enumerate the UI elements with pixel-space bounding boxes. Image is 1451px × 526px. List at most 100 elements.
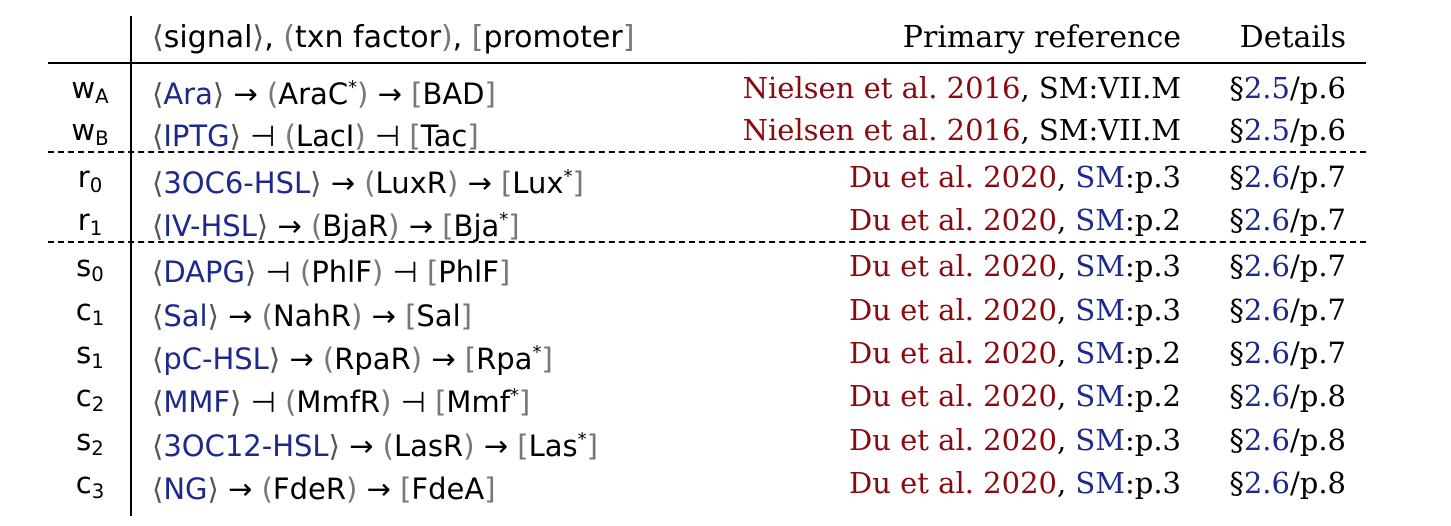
signal-link[interactable]: IV-HSL <box>163 208 257 243</box>
section-link[interactable]: 2.5 <box>1243 113 1290 147</box>
supplement-link[interactable]: SM <box>1075 466 1125 500</box>
promoter: Las <box>528 428 578 463</box>
table-row: c3 ⟨NG⟩ → (FdeR) → [FdeA] Du et al. 2020, … <box>0 461 1451 506</box>
signal-link[interactable]: Sal <box>163 298 208 333</box>
header-reference: Primary reference <box>902 20 1181 55</box>
supplement-link[interactable]: SM <box>1075 336 1125 370</box>
promoter: BAD <box>422 76 485 111</box>
details-cell: §2.6/p.7 <box>1229 198 1346 242</box>
reference-link[interactable]: Nielsen et al. 2016 <box>742 113 1021 147</box>
details-cell: §2.5/p.6 <box>1229 66 1346 110</box>
circuit-expression: ⟨IV-HSL⟩ → (BjaR) → [Bja*] <box>152 208 520 243</box>
section-link[interactable]: 2.5 <box>1243 71 1290 105</box>
header-signal: signal <box>163 20 253 55</box>
details-cell: §2.6/p.7 <box>1229 331 1346 375</box>
regulation-arrow: → <box>371 298 396 333</box>
section-link[interactable]: 2.6 <box>1243 203 1290 237</box>
reference-link[interactable]: Du et al. 2020 <box>849 293 1057 327</box>
promoter: Lux <box>512 165 564 200</box>
signal-link[interactable]: pC-HSL <box>163 341 269 376</box>
primary-reference: Nielsen et al. 2016, SM:VII.M <box>742 113 1181 147</box>
header-details: Details <box>1239 20 1346 55</box>
regulation-arrow: → <box>330 165 355 200</box>
row-label: wA <box>71 71 109 108</box>
header-promoter: promoter <box>483 20 623 55</box>
section-symbol: § <box>1229 203 1244 237</box>
supplement-page: :p.3 <box>1124 293 1181 327</box>
section-symbol: § <box>1229 423 1244 457</box>
regulation-arrow: → <box>377 76 402 111</box>
promoter: PhlF <box>438 254 499 289</box>
regulation-arrow: → <box>277 208 302 243</box>
promoter: FdeA <box>411 471 485 506</box>
signal-link[interactable]: NG <box>163 471 208 506</box>
section-symbol: § <box>1229 71 1244 105</box>
reference-link[interactable]: Du et al. 2020 <box>849 249 1057 283</box>
details-cell: §2.6/p.7 <box>1229 244 1346 288</box>
reference-link[interactable]: Du et al. 2020 <box>849 379 1057 413</box>
details-page: /p.7 <box>1289 249 1346 283</box>
row-label: s1 <box>76 336 104 373</box>
reference-link[interactable]: Du et al. 2020 <box>849 423 1057 457</box>
regulation-arrow: → <box>366 471 391 506</box>
signal-link[interactable]: Ara <box>163 76 213 111</box>
signal-link[interactable]: 3OC12-HSL <box>163 428 329 463</box>
section-symbol: § <box>1229 466 1244 500</box>
circuit-expression: ⟨NG⟩ → (FdeR) → [FdeA] <box>152 471 496 506</box>
promoter: Bja <box>453 208 500 243</box>
table-row: r1 ⟨IV-HSL⟩ → (BjaR) → [Bja*] Du et al. 20… <box>0 198 1451 243</box>
txn-factor: BjaR <box>322 208 389 243</box>
section-link[interactable]: 2.6 <box>1243 379 1290 413</box>
reference-link[interactable]: Du et al. 2020 <box>849 466 1057 500</box>
txn-factor: MmfR <box>296 384 381 419</box>
signal-link[interactable]: IPTG <box>163 118 230 153</box>
details-cell: §2.6/p.7 <box>1229 288 1346 332</box>
signal-link[interactable]: DAPG <box>163 254 245 289</box>
supplement-link[interactable]: SM <box>1075 293 1125 327</box>
table-row: s1 ⟨pC-HSL⟩ → (RpaR) → [Rpa*] Du et al. 20… <box>0 331 1451 376</box>
regulation-arrow: → <box>431 341 456 376</box>
circuit-expression: ⟨Ara⟩ → (AraC*) → [BAD] <box>152 76 496 111</box>
supplement-link[interactable]: SM <box>1075 160 1125 194</box>
supplement-page: :p.3 <box>1124 160 1181 194</box>
section-symbol: § <box>1229 160 1244 194</box>
supplement-link[interactable]: SM <box>1075 379 1125 413</box>
details-page: /p.6 <box>1289 71 1346 105</box>
supplement-page: :p.3 <box>1124 249 1181 283</box>
regulation-arrow: ⊣ <box>250 384 276 419</box>
regulation-arrow: → <box>228 298 253 333</box>
supplement-link[interactable]: SM <box>1075 203 1125 237</box>
regulation-arrow: → <box>408 208 433 243</box>
reference-link[interactable]: Du et al. 2020 <box>849 336 1057 370</box>
row-label: s0 <box>76 249 104 286</box>
section-link[interactable]: 2.6 <box>1243 160 1290 194</box>
section-link[interactable]: 2.6 <box>1243 249 1290 283</box>
promoter: Rpa <box>476 341 533 376</box>
section-link[interactable]: 2.6 <box>1243 423 1290 457</box>
section-link[interactable]: 2.6 <box>1243 293 1290 327</box>
reference-link[interactable]: Du et al. 2020 <box>849 203 1057 237</box>
details-cell: §2.6/p.7 <box>1229 155 1346 199</box>
signal-link[interactable]: 3OC6-HSL <box>163 165 311 200</box>
circuit-expression: ⟨IPTG⟩ ⊣ (LacI) ⊣ [Tac] <box>152 118 479 153</box>
circuit-expression: ⟨3OC6-HSL⟩ → (LuxR) → [Lux*] <box>152 165 584 200</box>
supplement-text: SM:VII.M <box>1038 71 1181 105</box>
table-row: wB ⟨IPTG⟩ ⊣ (LacI) ⊣ [Tac] Nielsen et al. … <box>0 108 1451 153</box>
details-page: /p.8 <box>1289 423 1346 457</box>
reference-link[interactable]: Du et al. 2020 <box>849 160 1057 194</box>
section-link[interactable]: 2.6 <box>1243 336 1290 370</box>
regulation-arrow: → <box>233 76 258 111</box>
supplement-page: :p.2 <box>1124 336 1181 370</box>
section-link[interactable]: 2.6 <box>1243 466 1290 500</box>
txn-factor: LuxR <box>375 165 447 200</box>
table-row: s2 ⟨3OC12-HSL⟩ → (LasR) → [Las*] Du et al.… <box>0 418 1451 463</box>
txn-factor: RpaR <box>334 341 411 376</box>
row-label: c1 <box>75 293 105 330</box>
supplement-link[interactable]: SM <box>1075 423 1125 457</box>
reference-link[interactable]: Nielsen et al. 2016 <box>742 71 1021 105</box>
txn-factor: NahR <box>272 298 351 333</box>
section-symbol: § <box>1229 379 1244 413</box>
details-page: /p.7 <box>1289 293 1346 327</box>
supplement-link[interactable]: SM <box>1075 249 1125 283</box>
signal-link[interactable]: MMF <box>163 384 231 419</box>
